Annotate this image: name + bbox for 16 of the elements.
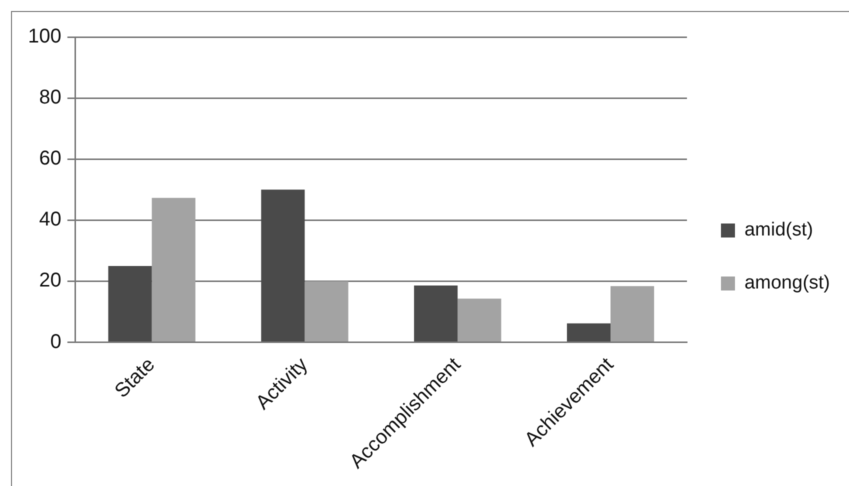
bar (414, 286, 458, 342)
legend-label: amid(st) (744, 220, 814, 241)
y-tick-label: 60 (39, 148, 62, 170)
bar (108, 266, 152, 342)
bar (458, 298, 502, 342)
y-tick-label: 0 (50, 330, 62, 353)
y-tick-label: 40 (39, 208, 62, 231)
bar (304, 281, 348, 342)
y-tick-label: 80 (39, 86, 62, 109)
bar (152, 198, 196, 342)
y-tick-label: 20 (39, 270, 62, 292)
bar (261, 190, 305, 342)
bar (566, 323, 611, 342)
bar (610, 286, 654, 342)
legend-label: among(st) (744, 272, 830, 294)
y-tick-label: 100 (28, 26, 62, 48)
